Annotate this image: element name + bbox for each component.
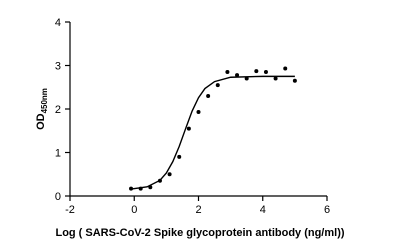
y-tick-label: 3 xyxy=(55,61,61,73)
data-point xyxy=(167,172,172,177)
data-point xyxy=(235,73,240,78)
data-point xyxy=(129,186,134,191)
x-tick-label: -2 xyxy=(65,204,75,216)
y-label-text: OD xyxy=(35,113,47,130)
y-axis-label: OD450nm xyxy=(35,88,49,130)
x-axis-label: Log ( SARS-CoV-2 Spike glycoprotein anti… xyxy=(55,227,344,239)
data-point xyxy=(244,76,249,81)
fit-curve xyxy=(130,75,295,190)
data-point xyxy=(254,69,259,74)
data-point xyxy=(273,76,278,81)
x-tick-label: 0 xyxy=(131,204,137,216)
data-point xyxy=(138,186,143,191)
data-point xyxy=(283,66,288,71)
y-tick-label: 4 xyxy=(55,17,61,29)
y-label-subscript: 450nm xyxy=(40,88,49,113)
y-tick-label: 0 xyxy=(55,191,61,203)
data-point xyxy=(148,185,153,190)
y-tick-label: 1 xyxy=(55,148,61,160)
data-point xyxy=(196,110,201,115)
data-point xyxy=(215,83,220,88)
data-point xyxy=(263,70,268,75)
data-point xyxy=(157,178,162,183)
x-tick-label: 4 xyxy=(260,204,266,216)
data-point xyxy=(186,126,191,131)
x-tick-label: 2 xyxy=(195,204,201,216)
data-point xyxy=(206,93,211,98)
x-tick-label: 6 xyxy=(324,204,330,216)
data-point xyxy=(292,78,297,83)
y-tick-label: 2 xyxy=(55,104,61,116)
data-point xyxy=(177,154,182,159)
data-point xyxy=(225,70,230,75)
